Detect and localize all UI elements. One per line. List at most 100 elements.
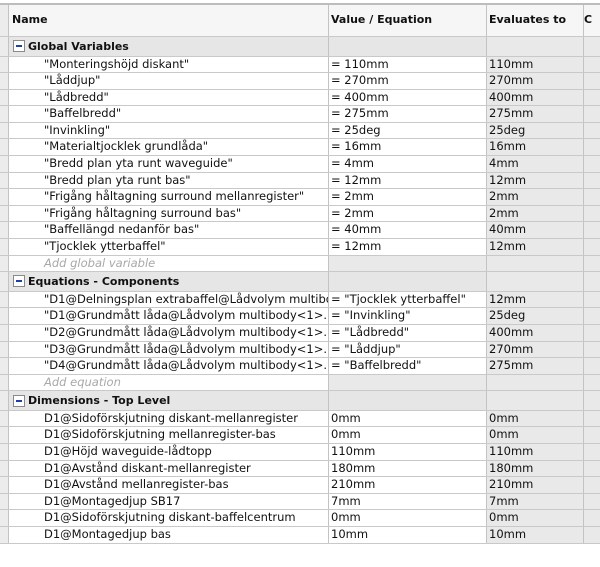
name-cell[interactable]: D1@Sidoförskjutning diskant-mellanregist… [9, 410, 329, 427]
column-header-name[interactable]: Name [9, 5, 329, 36]
name-cell[interactable]: "Baffellängd nedanför bas" [9, 222, 329, 239]
table-row[interactable]: "Baffellängd nedanför bas" = 40mm 40mm [0, 222, 600, 240]
name-cell[interactable]: D1@Montagedjup SB17 [9, 493, 329, 510]
name-cell[interactable]: "Frigång håltagning surround mellanregis… [9, 189, 329, 205]
table-row[interactable]: D1@Avstånd diskant-mellanregister 180mm 18… [0, 460, 600, 478]
table-row[interactable]: D1@Höjd waveguide-lådtopp 110mm 110mm [0, 443, 600, 461]
comment-cell[interactable] [584, 526, 600, 543]
value-cell[interactable]: 10mm [329, 526, 487, 543]
table-row[interactable]: "Bredd plan yta runt bas" = 12mm 12mm [0, 172, 600, 190]
value-cell[interactable]: = 2mm [329, 189, 487, 205]
table-row[interactable]: "D4@Grundmått låda@Lådvolym multibody<1>… [0, 358, 600, 375]
comment-cell[interactable] [584, 139, 600, 156]
name-cell[interactable]: "D3@Grundmått låda@Lådvolym multibody<1>… [9, 341, 329, 358]
comment-cell[interactable] [584, 324, 600, 341]
value-cell[interactable]: = 40mm [329, 222, 487, 239]
table-row[interactable]: D1@Montagedjup SB17 7mm 7mm [0, 493, 600, 511]
value-cell[interactable]: = "Lådbredd" [329, 324, 487, 341]
value-cell[interactable]: = "Invinkling" [329, 308, 487, 324]
name-cell[interactable]: "Materialtjocklek grundlåda" [9, 139, 329, 156]
value-cell[interactable]: 110mm [329, 443, 487, 460]
value-cell[interactable]: = 270mm [329, 73, 487, 89]
comment-cell[interactable] [584, 205, 600, 222]
value-cell[interactable]: 0mm [329, 510, 487, 526]
comment-cell[interactable] [584, 358, 600, 374]
column-header-comment[interactable]: C [584, 5, 600, 36]
value-cell[interactable]: = 12mm [329, 172, 487, 189]
name-cell[interactable]: D1@Avstånd mellanregister-bas [9, 477, 329, 493]
table-row[interactable]: "Baffelbredd" = 275mm 275mm [0, 106, 600, 123]
value-cell[interactable]: 180mm [329, 460, 487, 477]
value-cell[interactable]: = 275mm [329, 106, 487, 122]
value-cell[interactable]: 210mm [329, 477, 487, 493]
table-row[interactable]: "Lådbredd" = 400mm 400mm [0, 89, 600, 107]
value-cell[interactable]: 0mm [329, 427, 487, 443]
table-row[interactable]: "D1@Delningsplan extrabaffel@Lådvolym mu… [0, 291, 600, 309]
value-cell[interactable]: = "Låddjup" [329, 341, 487, 358]
add-row[interactable]: Add global variable [0, 255, 600, 273]
comment-cell[interactable] [584, 172, 600, 189]
comment-cell[interactable] [584, 443, 600, 460]
name-cell[interactable]: "Frigång håltagning surround bas" [9, 205, 329, 222]
name-cell[interactable]: "Monteringshöjd diskant" [9, 56, 329, 73]
name-cell[interactable]: "Invinkling" [9, 122, 329, 139]
comment-cell[interactable] [584, 291, 600, 308]
value-cell[interactable]: = 16mm [329, 139, 487, 156]
table-row[interactable]: D1@Montagedjup bas 10mm 10mm [0, 526, 600, 544]
comment-cell[interactable] [584, 156, 600, 172]
value-cell[interactable]: = 4mm [329, 156, 487, 172]
table-row[interactable]: "Tjocklek ytterbaffel" = 12mm 12mm [0, 239, 600, 256]
column-header-value[interactable]: Value / Equation [329, 5, 487, 36]
name-cell[interactable]: "D1@Grundmått låda@Lådvolym multibody<1>… [9, 308, 329, 324]
value-cell[interactable]: = "Tjocklek ytterbaffel" [329, 291, 487, 308]
table-row[interactable]: "Bredd plan yta runt waveguide" = 4mm 4mm [0, 156, 600, 173]
name-cell[interactable]: "Lådbredd" [9, 89, 329, 106]
collapse-minus-icon[interactable] [13, 275, 25, 288]
name-cell[interactable]: "Baffelbredd" [9, 106, 329, 122]
add-placeholder[interactable]: Add global variable [9, 255, 329, 272]
collapse-minus-icon[interactable] [13, 40, 25, 53]
table-row[interactable]: "D2@Grundmått låda@Lådvolym multibody<1>… [0, 324, 600, 342]
value-cell[interactable]: = 110mm [329, 56, 487, 73]
value-cell[interactable]: = 2mm [329, 205, 487, 222]
value-cell[interactable]: = 25deg [329, 122, 487, 139]
comment-cell[interactable] [584, 189, 600, 205]
name-cell[interactable]: "Bredd plan yta runt bas" [9, 172, 329, 189]
table-row[interactable]: D1@Avstånd mellanregister-bas 210mm 210mm [0, 477, 600, 494]
value-cell[interactable]: 7mm [329, 493, 487, 510]
name-cell[interactable]: "Låddjup" [9, 73, 329, 89]
table-row[interactable]: "Invinkling" = 25deg 25deg [0, 122, 600, 140]
add-placeholder[interactable]: Add equation [9, 374, 329, 391]
name-cell[interactable]: "D1@Delningsplan extrabaffel@Lådvolym mu… [9, 291, 329, 308]
table-row[interactable]: "Låddjup" = 270mm 270mm [0, 73, 600, 90]
column-header-evaluates[interactable]: Evaluates to [487, 5, 584, 36]
table-row[interactable]: "Frigång håltagning surround bas" = 2mm 2m… [0, 205, 600, 223]
comment-cell[interactable] [584, 56, 600, 73]
comment-cell[interactable] [584, 477, 600, 493]
table-row[interactable]: "D1@Grundmått låda@Lådvolym multibody<1>… [0, 308, 600, 325]
value-cell[interactable]: = "Baffelbredd" [329, 358, 487, 374]
comment-cell[interactable] [584, 341, 600, 358]
name-cell[interactable]: D1@Sidoförskjutning mellanregister-bas [9, 427, 329, 443]
collapse-minus-icon[interactable] [13, 394, 25, 407]
name-cell[interactable]: "D4@Grundmått låda@Lådvolym multibody<1>… [9, 358, 329, 374]
value-cell[interactable]: = 400mm [329, 89, 487, 106]
comment-cell[interactable] [584, 106, 600, 122]
name-cell[interactable]: D1@Montagedjup bas [9, 526, 329, 543]
add-row[interactable]: Add equation [0, 374, 600, 392]
table-row[interactable]: D1@Sidoförskjutning diskant-baffelcentru… [0, 510, 600, 527]
table-row[interactable]: "Monteringshöjd diskant" = 110mm 110mm [0, 56, 600, 74]
comment-cell[interactable] [584, 122, 600, 139]
comment-cell[interactable] [584, 308, 600, 324]
name-cell[interactable]: "D2@Grundmått låda@Lådvolym multibody<1>… [9, 324, 329, 341]
comment-cell[interactable] [584, 239, 600, 255]
name-cell[interactable]: D1@Sidoförskjutning diskant-baffelcentru… [9, 510, 329, 526]
name-cell[interactable]: D1@Höjd waveguide-lådtopp [9, 443, 329, 460]
name-cell[interactable]: "Tjocklek ytterbaffel" [9, 239, 329, 255]
comment-cell[interactable] [584, 73, 600, 89]
comment-cell[interactable] [584, 222, 600, 239]
table-row[interactable]: "Materialtjocklek grundlåda" = 16mm 16mm [0, 139, 600, 157]
table-row[interactable]: D1@Sidoförskjutning diskant-mellanregist… [0, 410, 600, 428]
comment-cell[interactable] [584, 460, 600, 477]
comment-cell[interactable] [584, 410, 600, 427]
